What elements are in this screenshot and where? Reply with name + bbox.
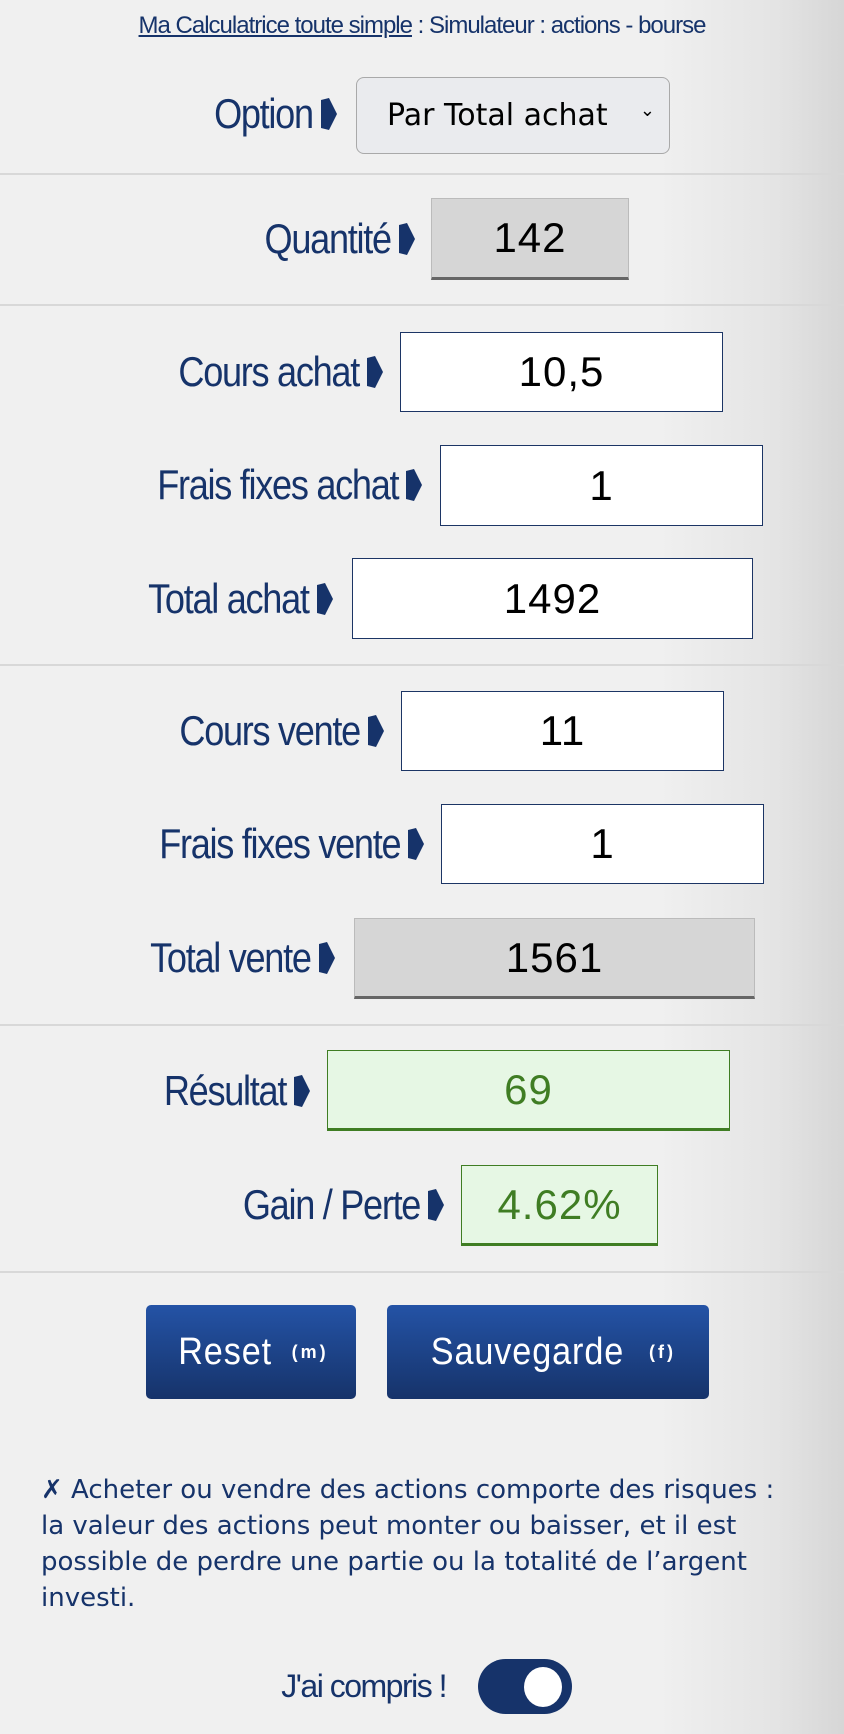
option-label-group: Option	[198, 90, 337, 137]
cours-vente-label-group: Cours vente	[150, 707, 384, 754]
gain-perte-field: 4.62%	[461, 1165, 658, 1246]
frais-achat-label-group: Frais fixes achat	[118, 461, 422, 508]
risk-disclaimer: ✗ Acheter ou vendre des actions comporte…	[41, 1475, 775, 1613]
reset-label: Reset	[178, 1330, 273, 1373]
cours-achat-input[interactable]: 10,5	[400, 332, 723, 412]
option-label: Option	[214, 90, 314, 137]
arrow-right-icon	[321, 98, 337, 130]
save-label: Sauvegarde	[430, 1330, 625, 1373]
home-link[interactable]: Ma Calculatrice toute simple	[138, 12, 413, 39]
quantite-label-group: Quantité	[244, 215, 415, 262]
save-button[interactable]: Sauvegarde (f)	[387, 1305, 709, 1399]
arrow-right-icon	[294, 1075, 310, 1107]
frais-vente-label: Frais fixes vente	[158, 820, 401, 867]
total-vente-field: 1561	[354, 918, 755, 999]
reset-button[interactable]: Reset (m)	[146, 1305, 356, 1399]
save-shortcut: (f)	[648, 1341, 676, 1362]
divider	[0, 664, 844, 666]
page-header: Ma Calculatrice toute simple : Simulateu…	[0, 12, 844, 40]
frais-vente-label-group: Frais fixes vente	[120, 820, 424, 867]
quantite-label: Quantité	[264, 215, 393, 262]
arrow-right-icon	[408, 828, 424, 860]
total-achat-label: Total achat	[148, 575, 310, 622]
option-selected-value: Par Total achat	[387, 98, 608, 133]
divider	[0, 304, 844, 306]
reset-shortcut: (m)	[291, 1341, 329, 1362]
arrow-right-icon	[428, 1189, 444, 1221]
divider	[0, 1271, 844, 1273]
frais-achat-label: Frais fixes achat	[156, 461, 399, 508]
consent-label: J'ai compris !	[281, 1668, 447, 1704]
resultat-field: 69	[327, 1050, 730, 1131]
arrow-right-icon	[406, 469, 422, 501]
frais-achat-input[interactable]: 1	[440, 445, 763, 526]
total-vente-label-group: Total vente	[124, 934, 335, 981]
arrow-right-icon	[319, 942, 335, 974]
resultat-label-group: Résultat	[144, 1067, 310, 1114]
option-select[interactable]: Par Total achat ⌄	[356, 77, 670, 154]
frais-vente-input[interactable]: 1	[441, 804, 764, 884]
total-achat-label-group: Total achat	[122, 575, 333, 622]
arrow-right-icon	[368, 715, 384, 747]
gain-label: Gain / Perte	[242, 1181, 422, 1228]
arrow-right-icon	[317, 583, 333, 615]
chevron-down-icon: ⌄	[639, 100, 655, 121]
total-vente-label: Total vente	[150, 934, 312, 981]
toggle-knob	[524, 1667, 562, 1707]
arrow-right-icon	[367, 356, 383, 388]
cours-achat-label: Cours achat	[178, 348, 360, 395]
consent-toggle[interactable]	[478, 1659, 572, 1714]
total-achat-input[interactable]: 1492	[352, 558, 753, 639]
cours-vente-label: Cours vente	[179, 707, 361, 754]
cours-achat-label-group: Cours achat	[149, 348, 383, 395]
divider	[0, 173, 844, 175]
quantite-field: 142	[431, 198, 629, 280]
page-subtitle: : Simulateur : actions - bourse	[411, 12, 707, 39]
gain-label-group: Gain / Perte	[214, 1181, 444, 1228]
resultat-label: Résultat	[163, 1067, 287, 1114]
divider	[0, 1024, 844, 1026]
arrow-right-icon	[399, 223, 415, 255]
cours-vente-input[interactable]: 11	[401, 691, 724, 771]
